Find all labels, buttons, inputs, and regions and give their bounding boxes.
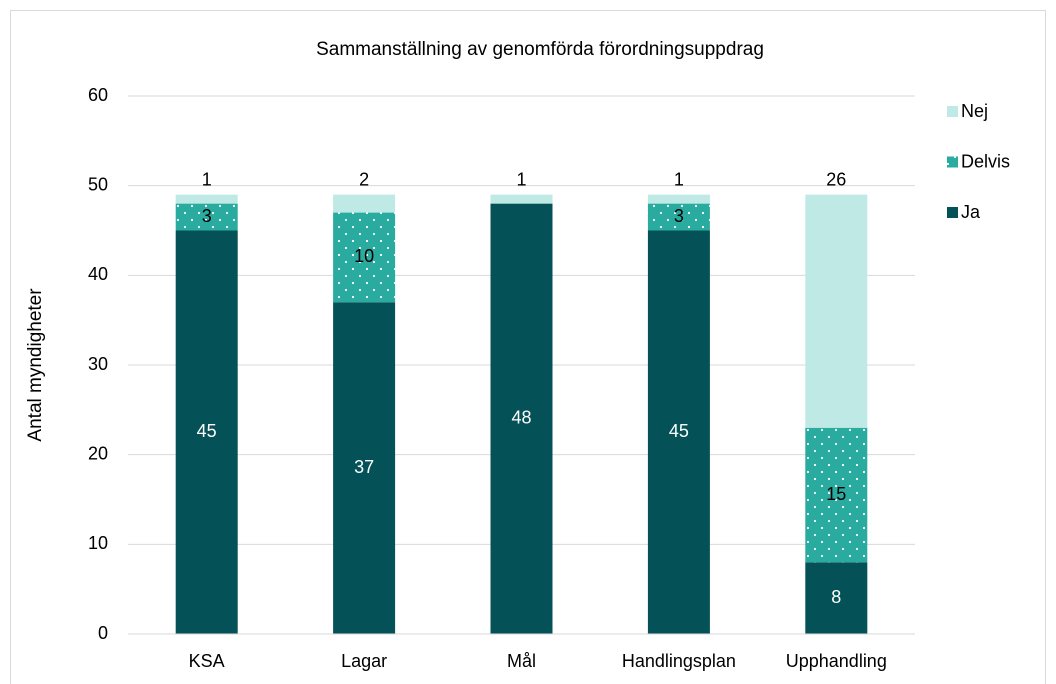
legend-label: Delvis (961, 151, 1010, 171)
legend-swatch (947, 207, 958, 218)
data-label: 2 (359, 169, 369, 189)
y-tick-label: 30 (88, 354, 108, 374)
bar-segment (647, 203, 710, 231)
bar-segment (490, 194, 553, 204)
y-tick-label: 60 (88, 85, 108, 105)
bar-segment (805, 427, 868, 563)
y-tick-label: 50 (88, 174, 108, 194)
y-axis-label: Antal myndigheter (25, 288, 46, 442)
chart-title: Sammanställning av genomförda förordning… (316, 39, 764, 60)
x-tick-label: Mål (507, 651, 536, 671)
data-label: 26 (826, 169, 846, 189)
legend-label: Ja (961, 202, 981, 222)
bar-segment (333, 212, 396, 303)
data-label: 10 (354, 246, 374, 266)
bar-segment (805, 562, 868, 634)
x-tick-label: Lagar (341, 651, 387, 671)
bar-segment (175, 203, 238, 231)
y-tick-label: 10 (88, 533, 108, 553)
y-tick-label: 40 (88, 264, 108, 284)
bar-segment (647, 194, 710, 204)
data-label: 45 (197, 421, 217, 441)
y-tick-label: 20 (88, 443, 108, 463)
bar-segment (490, 203, 553, 634)
y-tick-label: 0 (98, 623, 108, 643)
frame (10, 10, 1046, 684)
bar-segment (333, 302, 396, 634)
bar-segment (805, 194, 868, 428)
bar-segment (175, 230, 238, 634)
data-label: 45 (669, 421, 689, 441)
data-label: 48 (511, 408, 531, 428)
data-label: 1 (516, 169, 526, 189)
data-label: 3 (202, 206, 212, 226)
legend-swatch (947, 156, 958, 168)
x-tick-label: KSA (189, 651, 225, 671)
legend-label: Nej (961, 101, 988, 121)
data-label: 15 (826, 484, 846, 504)
x-tick-label: Upphandling (786, 651, 887, 671)
data-label: 3 (674, 206, 684, 226)
legend-swatch (947, 106, 958, 117)
bar-segment (175, 194, 238, 204)
x-tick-label: Handlingsplan (622, 651, 736, 671)
bar-segment (333, 194, 396, 213)
bar-segment (647, 230, 710, 634)
data-label: 1 (674, 169, 684, 189)
data-label: 8 (831, 587, 841, 607)
data-label: 37 (354, 457, 374, 477)
data-label: 1 (202, 169, 212, 189)
